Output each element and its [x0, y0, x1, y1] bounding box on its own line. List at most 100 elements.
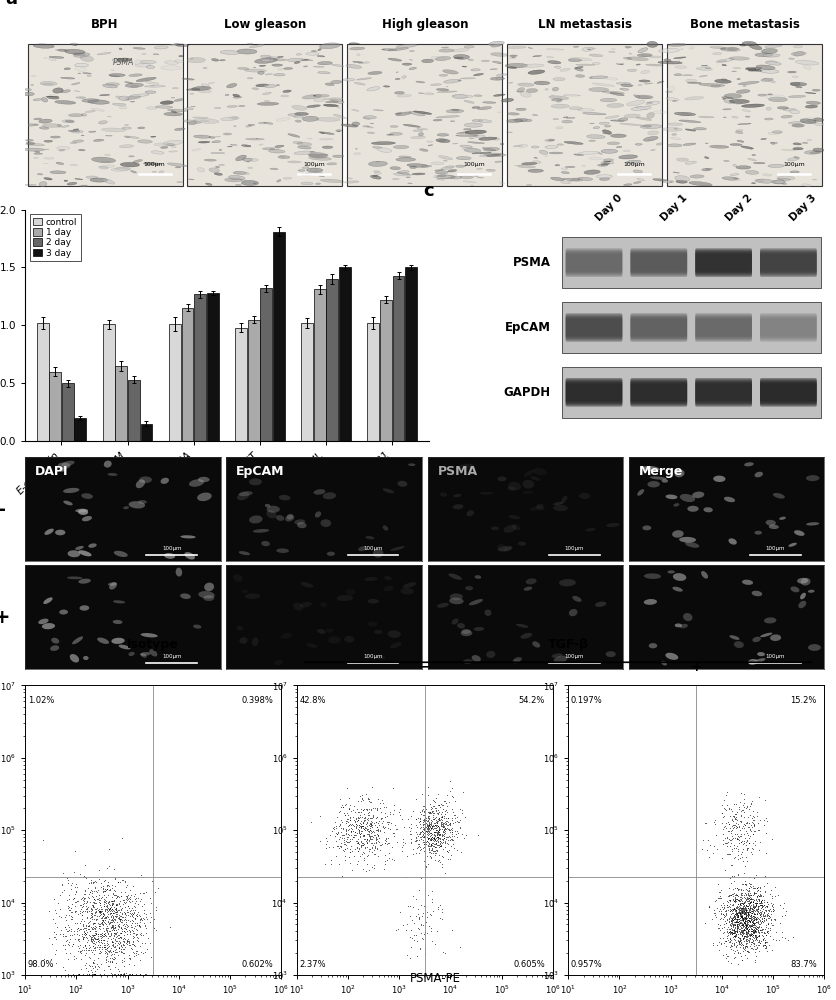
- Point: [732, 898, 745, 914]
- Point: [428, 832, 441, 848]
- Point: [92, 941, 105, 957]
- Point: [759, 907, 772, 923]
- Point: [752, 887, 766, 903]
- Point: [737, 887, 750, 903]
- Point: [118, 874, 131, 890]
- Point: [444, 826, 457, 842]
- Point: [63, 902, 76, 918]
- Ellipse shape: [788, 58, 793, 59]
- Ellipse shape: [166, 144, 175, 145]
- Point: [441, 817, 455, 833]
- Ellipse shape: [714, 79, 731, 83]
- Point: [100, 877, 114, 893]
- FancyBboxPatch shape: [630, 382, 686, 403]
- Point: [417, 814, 431, 830]
- Point: [729, 918, 742, 934]
- Point: [357, 850, 370, 866]
- Point: [737, 913, 751, 929]
- Point: [415, 798, 429, 814]
- Point: [62, 934, 75, 950]
- Point: [715, 920, 728, 936]
- Point: [737, 912, 750, 928]
- Point: [112, 896, 125, 912]
- Point: [66, 966, 79, 982]
- Point: [733, 948, 747, 964]
- Point: [720, 838, 733, 854]
- Ellipse shape: [735, 166, 750, 169]
- Point: [112, 940, 125, 956]
- Point: [138, 944, 151, 960]
- Point: [748, 911, 762, 927]
- Point: [740, 933, 753, 949]
- Point: [101, 943, 115, 959]
- Point: [420, 813, 433, 829]
- Point: [737, 910, 751, 926]
- Point: [100, 903, 114, 919]
- Point: [757, 934, 771, 950]
- Point: [723, 823, 737, 839]
- Ellipse shape: [82, 516, 92, 521]
- Point: [741, 919, 754, 935]
- Point: [717, 862, 731, 878]
- Point: [111, 966, 125, 982]
- Point: [421, 818, 434, 834]
- Ellipse shape: [85, 111, 95, 113]
- Text: Day 1: Day 1: [658, 193, 688, 223]
- Ellipse shape: [599, 122, 609, 124]
- Ellipse shape: [261, 541, 270, 546]
- Point: [418, 816, 431, 832]
- Point: [743, 923, 757, 939]
- Point: [739, 853, 752, 869]
- Ellipse shape: [599, 178, 609, 180]
- Ellipse shape: [232, 96, 242, 98]
- Ellipse shape: [344, 636, 354, 643]
- Point: [751, 898, 764, 914]
- Point: [732, 896, 746, 912]
- Point: [713, 930, 726, 946]
- Point: [418, 824, 431, 840]
- Point: [446, 828, 460, 844]
- Point: [716, 935, 730, 951]
- Point: [747, 924, 760, 940]
- Point: [107, 966, 120, 982]
- Ellipse shape: [374, 630, 382, 634]
- Point: [438, 823, 451, 839]
- Point: [343, 812, 356, 828]
- Point: [400, 848, 414, 864]
- Point: [749, 885, 762, 901]
- Point: [728, 911, 742, 927]
- Point: [748, 867, 762, 883]
- Point: [104, 899, 117, 915]
- Point: [100, 924, 114, 940]
- Point: [754, 913, 767, 929]
- Point: [732, 822, 746, 838]
- Point: [344, 862, 358, 878]
- FancyBboxPatch shape: [565, 316, 622, 339]
- Point: [96, 878, 110, 894]
- Point: [750, 895, 763, 911]
- Point: [431, 815, 444, 831]
- Point: [702, 898, 716, 914]
- Ellipse shape: [462, 659, 472, 664]
- Ellipse shape: [517, 165, 535, 168]
- Point: [348, 841, 361, 857]
- Text: GAPDH: GAPDH: [503, 386, 550, 399]
- Point: [725, 935, 738, 951]
- Point: [102, 915, 115, 931]
- Point: [422, 823, 436, 839]
- Point: [113, 963, 126, 979]
- Point: [94, 909, 108, 925]
- Point: [435, 856, 448, 872]
- Point: [64, 923, 78, 939]
- Point: [324, 856, 338, 872]
- Point: [344, 844, 357, 860]
- Point: [433, 838, 446, 854]
- Point: [758, 934, 772, 950]
- Point: [730, 919, 743, 935]
- Point: [69, 931, 82, 947]
- Point: [744, 927, 757, 943]
- Ellipse shape: [747, 67, 761, 71]
- Point: [137, 915, 150, 931]
- Point: [76, 903, 89, 919]
- Text: 100μm: 100μm: [623, 162, 645, 167]
